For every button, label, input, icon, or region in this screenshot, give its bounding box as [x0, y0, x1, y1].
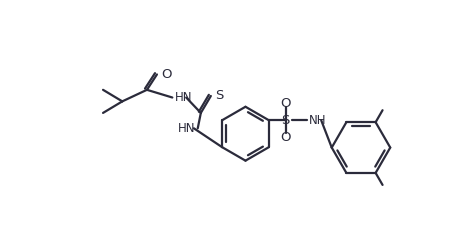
- Text: O: O: [280, 131, 291, 144]
- Text: NH: NH: [309, 114, 327, 127]
- Text: HN: HN: [178, 122, 196, 135]
- Text: O: O: [161, 68, 171, 81]
- Text: S: S: [215, 90, 223, 102]
- Text: S: S: [282, 114, 290, 127]
- Text: O: O: [280, 97, 291, 110]
- Text: HN: HN: [175, 91, 192, 104]
